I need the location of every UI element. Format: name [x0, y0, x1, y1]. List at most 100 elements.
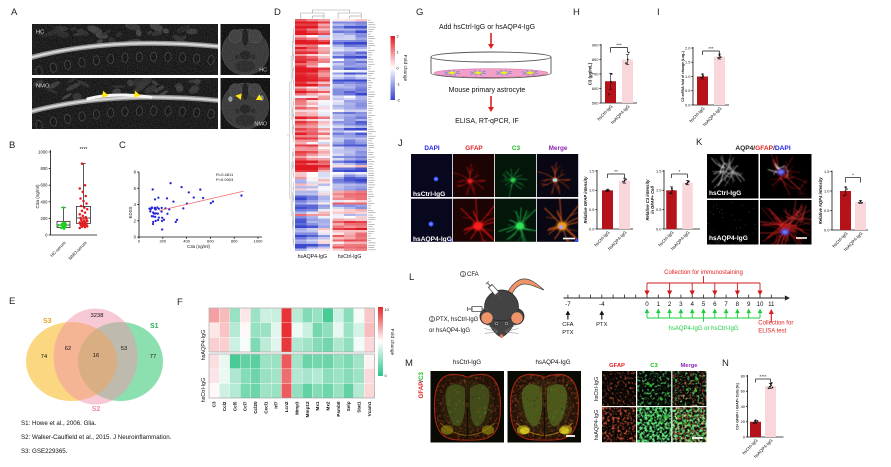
- svg-text:1.5: 1.5: [589, 168, 594, 173]
- svg-text:K: K: [696, 137, 703, 148]
- svg-text:Vcam1: Vcam1: [367, 401, 372, 416]
- svg-text:800: 800: [592, 57, 599, 62]
- svg-text:PTX: PTX: [562, 330, 573, 336]
- svg-text:*: *: [852, 172, 854, 177]
- svg-text:GFAP: GFAP: [609, 363, 625, 369]
- svg-text:Irf7: Irf7: [274, 401, 279, 409]
- svg-text:0: 0: [385, 374, 387, 378]
- svg-text:****: ****: [759, 374, 766, 379]
- svg-text:0.5: 0.5: [685, 88, 690, 93]
- svg-text:Selp: Selp: [346, 401, 351, 411]
- svg-text:CFA: CFA: [562, 322, 573, 328]
- svg-text:AQP4/GFAP/DAPI: AQP4/GFAP/DAPI: [735, 145, 791, 152]
- svg-text:Mx2: Mx2: [325, 401, 330, 410]
- svg-text:hsCtrl-IgG: hsCtrl-IgG: [413, 191, 445, 198]
- svg-text:Mx1: Mx1: [315, 401, 320, 410]
- svg-text:-7: -7: [565, 301, 571, 308]
- svg-text:**: **: [614, 169, 618, 174]
- svg-text:Mmp3: Mmp3: [294, 401, 299, 415]
- svg-text:1.5: 1.5: [685, 60, 690, 65]
- svg-text:53: 53: [121, 346, 127, 352]
- svg-text:Ccl7: Ccl7: [243, 401, 248, 411]
- svg-text:in GFAP+ Cell: in GFAP+ Cell: [650, 185, 655, 213]
- svg-text:A: A: [11, 7, 18, 18]
- svg-text:77: 77: [150, 354, 156, 360]
- svg-text:EDSS: EDSS: [128, 206, 133, 218]
- svg-text:3: 3: [679, 301, 683, 308]
- svg-text:Lcn2: Lcn2: [284, 401, 289, 412]
- svg-text:F: F: [177, 297, 183, 308]
- svg-text:6: 6: [713, 301, 717, 308]
- svg-text:GFAP: GFAP: [465, 145, 483, 152]
- svg-text:Merge: Merge: [549, 145, 568, 152]
- svg-text:C3: C3: [512, 145, 521, 152]
- svg-text:700: 700: [592, 71, 599, 76]
- svg-text:10: 10: [757, 301, 764, 308]
- svg-text:0: 0: [397, 67, 399, 71]
- svg-text:Ccl2: Ccl2: [222, 401, 227, 411]
- svg-text:hsAQP4-IgG: hsAQP4-IgG: [201, 330, 207, 361]
- svg-text:1000: 1000: [254, 239, 264, 244]
- svg-text:0.0: 0.0: [824, 227, 830, 232]
- svg-text:or hsAQP4-IgG: or hsAQP4-IgG: [429, 328, 470, 334]
- svg-text:800: 800: [231, 239, 238, 244]
- svg-text:400: 400: [41, 199, 49, 204]
- svg-text:Relative GFAP intensity: Relative GFAP intensity: [583, 176, 588, 224]
- svg-text:****: ****: [80, 147, 88, 153]
- svg-text:HC: HC: [36, 30, 44, 36]
- svg-text:E: E: [9, 296, 15, 307]
- svg-text:NMO: NMO: [254, 122, 267, 128]
- svg-text:C3+ GFAP+ / GFAP+ Cells (%): C3+ GFAP+ / GFAP+ Cells (%): [736, 383, 740, 429]
- svg-text:Cxcl1: Cxcl1: [263, 401, 268, 414]
- svg-text:5: 5: [702, 301, 706, 308]
- svg-text:0.0: 0.0: [589, 226, 595, 231]
- svg-text:500: 500: [592, 100, 599, 105]
- svg-text:hsAQP4-IgG: hsAQP4-IgG: [535, 359, 570, 366]
- svg-text:hsAQP4-IgG: hsAQP4-IgG: [709, 235, 748, 242]
- svg-text:900: 900: [592, 42, 599, 47]
- svg-text:0.5: 0.5: [656, 207, 661, 212]
- svg-text:PTX, hsCtrl-IgG: PTX, hsCtrl-IgG: [436, 317, 479, 323]
- svg-text:HC: HC: [259, 68, 267, 74]
- svg-text:62: 62: [65, 346, 71, 352]
- svg-text:hsCtrl-IgG: hsCtrl-IgG: [338, 254, 362, 260]
- svg-text:0.0: 0.0: [685, 102, 691, 107]
- svg-text:Fold change: Fold change: [402, 55, 408, 82]
- svg-text:200: 200: [41, 216, 49, 221]
- svg-text:C: C: [119, 140, 126, 151]
- svg-text:hsCtrl-IgG: hsCtrl-IgG: [709, 190, 741, 197]
- svg-text:1.0: 1.0: [824, 188, 830, 193]
- svg-text:8: 8: [736, 301, 740, 308]
- svg-text:10: 10: [385, 308, 389, 312]
- svg-text:***: ***: [616, 42, 622, 47]
- svg-text:Fold change: Fold change: [389, 329, 395, 356]
- svg-text:ELISA, RT-qPCR, IF: ELISA, RT-qPCR, IF: [455, 118, 519, 125]
- svg-text:Relative AQP4 intensity: Relative AQP4 intensity: [818, 177, 823, 225]
- svg-text:S2: Walker-Caulfield et al.,: S2: Walker-Caulfield et al., 2015. J Neu…: [21, 434, 172, 441]
- svg-text:S1: Howe et al., 2006. Glia.: S1: Howe et al., 2006. Glia.: [21, 420, 97, 427]
- svg-text:600: 600: [207, 239, 214, 244]
- svg-text:-2: -2: [397, 99, 400, 103]
- svg-text:P=0.0003: P=0.0003: [216, 177, 234, 182]
- svg-text:hsAQP4-IgG: hsAQP4-IgG: [594, 410, 600, 441]
- svg-text:C3 (μg/mL): C3 (μg/mL): [588, 62, 593, 85]
- svg-text:9: 9: [747, 301, 751, 308]
- svg-text:hsCtrl-IgG: hsCtrl-IgG: [594, 377, 600, 402]
- svg-text:1: 1: [397, 51, 399, 55]
- svg-text:0.5: 0.5: [589, 207, 594, 212]
- svg-text:1.5: 1.5: [824, 169, 829, 174]
- svg-text:1: 1: [657, 301, 661, 308]
- svg-text:S1: S1: [150, 323, 159, 330]
- svg-text:200: 200: [159, 239, 166, 244]
- svg-text:hsCtrl-IgG: hsCtrl-IgG: [201, 378, 207, 403]
- svg-text:B: B: [9, 140, 15, 151]
- svg-text:J: J: [398, 138, 403, 149]
- svg-text:C3: C3: [418, 371, 425, 379]
- svg-text:3238: 3238: [91, 313, 104, 319]
- svg-text:1.0: 1.0: [589, 188, 595, 193]
- svg-text:4: 4: [690, 301, 694, 308]
- svg-text:-4: -4: [599, 301, 605, 308]
- svg-text:PTX: PTX: [596, 322, 607, 328]
- svg-text:Stat1: Stat1: [356, 401, 361, 413]
- svg-text:Mouse primary astrocyte: Mouse primary astrocyte: [449, 87, 526, 94]
